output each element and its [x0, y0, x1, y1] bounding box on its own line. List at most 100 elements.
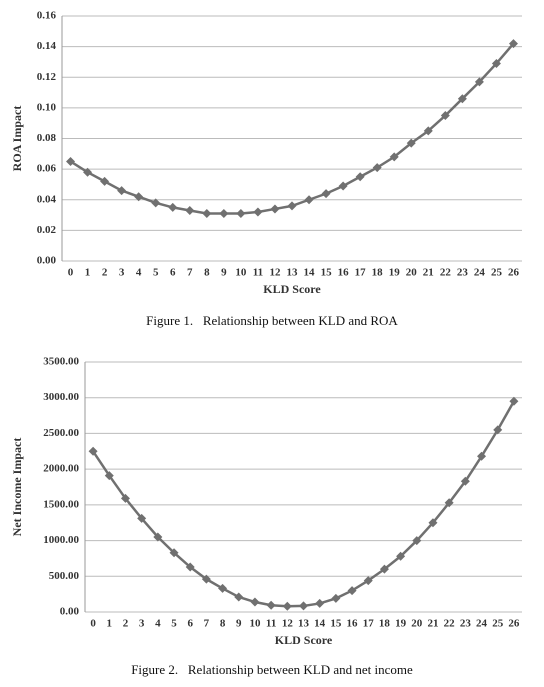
x-tick-label: 2 [102, 267, 108, 279]
y-tick-label: 1000.00 [43, 534, 79, 546]
x-tick-label: 10 [249, 618, 261, 630]
x-tick-label: 25 [491, 267, 503, 279]
x-tick-label: 9 [236, 618, 242, 630]
y-tick-label: 0.06 [37, 163, 57, 175]
data-point [66, 156, 76, 166]
x-tick-label: 23 [460, 618, 472, 630]
data-point [185, 562, 195, 572]
x-tick-label: 15 [321, 267, 333, 279]
x-tick-label: 5 [153, 267, 159, 279]
data-point [508, 39, 518, 49]
x-tick-label: 12 [269, 267, 281, 279]
y-axis-title: ROA Impact [10, 106, 24, 172]
y-tick-label: 0.14 [37, 40, 57, 52]
x-tick-label: 23 [457, 267, 469, 279]
y-tick-label: 0.00 [37, 255, 57, 267]
data-line [69, 42, 515, 215]
data-point [236, 209, 246, 219]
x-tick-label: 19 [389, 267, 401, 279]
data-point [423, 126, 433, 136]
x-tick-label: 9 [221, 267, 227, 279]
x-tick-label: 4 [136, 267, 142, 279]
data-point [100, 176, 110, 186]
y-axis-title: Net Income Impact [10, 438, 24, 537]
x-tick-label: 0 [68, 267, 74, 279]
data-point [219, 209, 229, 219]
x-tick-label: 4 [155, 618, 161, 630]
x-tick-label: 5 [171, 618, 177, 630]
data-point [201, 574, 211, 584]
data-point [444, 498, 454, 508]
data-point [287, 201, 297, 211]
data-point [282, 601, 292, 611]
x-tick-label: 3 [139, 618, 145, 630]
data-point [299, 601, 308, 611]
y-tick-label: 0.10 [37, 101, 57, 113]
data-point [168, 202, 178, 212]
data-point [304, 195, 314, 205]
data-point [169, 548, 179, 558]
x-tick-label: 20 [406, 267, 418, 279]
data-point [117, 186, 127, 196]
data-point [315, 598, 325, 608]
data-point [151, 198, 161, 208]
x-tick-label: 25 [492, 618, 504, 630]
data-point [202, 209, 212, 219]
data-point [509, 396, 519, 406]
data-point [218, 583, 228, 593]
x-axis-title: KLD Score [263, 282, 321, 296]
figure-caption: Figure 1. Relationship between KLD and R… [146, 313, 398, 328]
data-point [363, 576, 373, 586]
data-point [389, 152, 399, 162]
data-point [83, 167, 93, 177]
x-tick-label: 6 [187, 618, 193, 630]
x-tick-label: 24 [474, 267, 486, 279]
x-tick-label: 7 [187, 267, 193, 279]
x-tick-label: 14 [304, 267, 316, 279]
data-point [250, 597, 260, 607]
x-tick-label: 11 [253, 267, 263, 279]
data-point [338, 181, 348, 191]
y-tick-label: 0.08 [37, 132, 57, 144]
data-point [460, 476, 470, 486]
y-tick-label: 3500.00 [43, 356, 79, 368]
data-point [379, 564, 389, 574]
x-tick-label: 16 [347, 618, 359, 630]
x-tick-label: 26 [508, 618, 520, 630]
data-point [396, 551, 406, 561]
x-tick-label: 13 [287, 267, 299, 279]
x-tick-label: 1 [85, 267, 91, 279]
data-point [270, 204, 280, 214]
data-point [493, 425, 503, 435]
x-tick-label: 10 [235, 267, 247, 279]
x-tick-label: 17 [355, 267, 367, 279]
y-tick-label: 0.16 [37, 10, 57, 22]
x-tick-label: 1 [107, 618, 113, 630]
data-point [104, 471, 114, 481]
x-tick-label: 0 [90, 618, 96, 630]
x-tick-label: 16 [338, 267, 350, 279]
y-tick-label: 1500.00 [43, 498, 79, 510]
data-point [120, 493, 130, 503]
data-point [88, 446, 98, 456]
data-point [406, 138, 416, 148]
y-tick-label: 2500.00 [43, 427, 79, 439]
x-tick-label: 8 [220, 618, 226, 630]
x-tick-label: 22 [444, 618, 456, 630]
data-point [477, 451, 487, 461]
x-tick-label: 7 [204, 618, 210, 630]
y-tick-label: 0.04 [37, 193, 57, 205]
data-point [234, 592, 244, 602]
data-point [457, 94, 467, 104]
data-point [428, 518, 438, 528]
x-tick-label: 21 [427, 618, 438, 630]
x-tick-label: 19 [395, 618, 407, 630]
data-point [474, 77, 484, 87]
data-point [372, 163, 382, 173]
data-point [153, 532, 163, 542]
x-tick-label: 6 [170, 267, 176, 279]
data-point [440, 111, 450, 121]
x-tick-label: 22 [440, 267, 452, 279]
y-tick-label: 0.00 [60, 606, 80, 618]
x-tick-label: 12 [282, 618, 294, 630]
